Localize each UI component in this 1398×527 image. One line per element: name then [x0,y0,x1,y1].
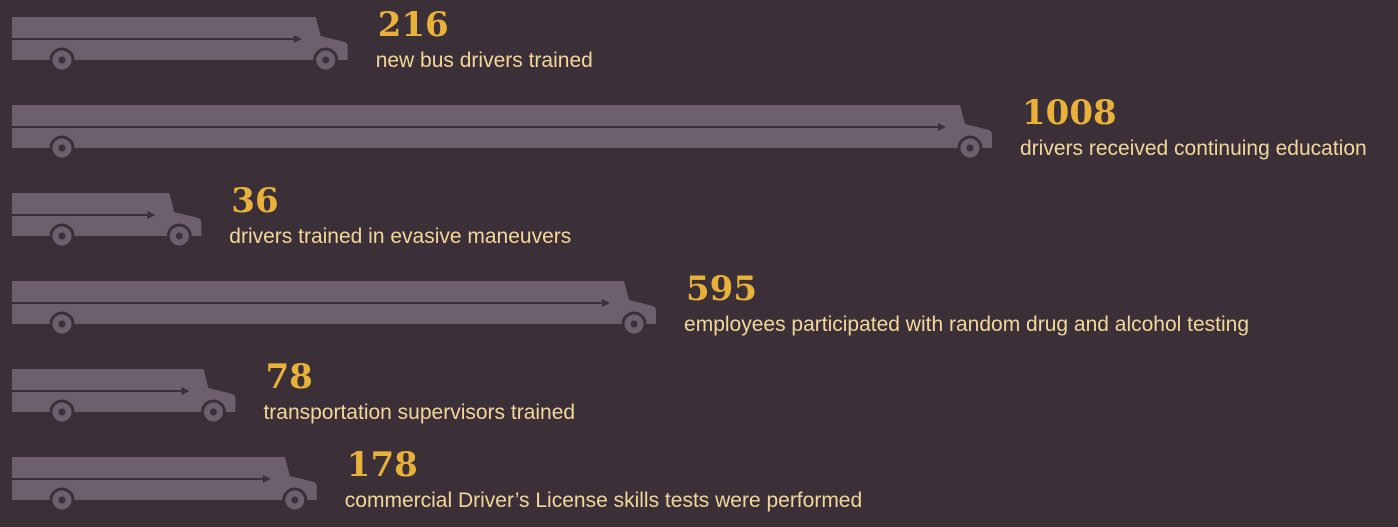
category-label: employees participated with random drug … [684,313,1249,336]
value-label: 178 [347,445,418,485]
bus-arrow [262,475,271,483]
bus: 1008 drivers received continuing educatio… [12,93,1367,161]
bus-arrow [181,387,190,395]
value-label: 78 [265,357,312,397]
category-label: drivers received continuing education [1020,137,1367,160]
hub [58,496,66,504]
category-label: commercial Driver’s License skills tests… [345,489,862,512]
category-label: transportation supervisors trained [263,401,575,424]
bus: 178 commercial Driver’s License skills te… [12,445,862,513]
hub [58,408,66,416]
bus-arrow [147,211,156,219]
category-label: new bus drivers trained [376,49,593,72]
value-label: 36 [231,181,278,221]
bus-arrow [602,299,611,307]
bus: 36 drivers trained in evasive maneuvers [12,181,571,249]
hub [291,496,299,504]
bus-arrow [293,35,302,43]
hub [966,144,974,152]
hub [58,56,66,64]
hub [58,144,66,152]
value-label: 1008 [1022,93,1117,133]
bus: 78 transportation supervisors trained [12,357,575,425]
hub [209,408,217,416]
hub [630,320,638,328]
value-label: 216 [378,5,449,45]
hub [322,56,330,64]
bus: 216 new bus drivers trained [12,5,593,73]
category-label: drivers trained in evasive maneuvers [229,225,571,248]
hub [58,320,66,328]
hub [175,232,183,240]
value-label: 595 [686,269,757,309]
hub [58,232,66,240]
bus: 595 employees participated with random dr… [12,269,1249,337]
bus-arrow [938,123,946,131]
